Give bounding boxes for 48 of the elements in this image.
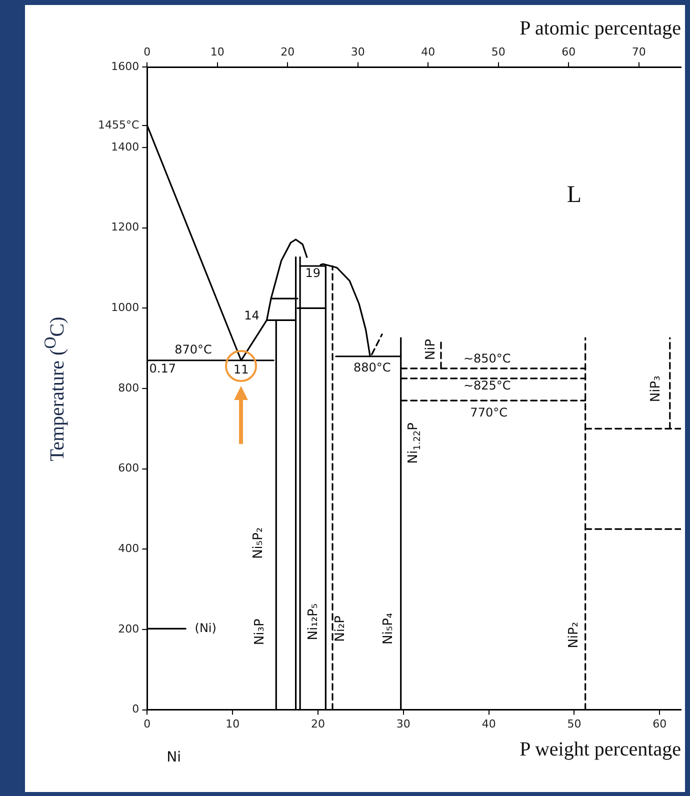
x2-tick-label: 50	[491, 45, 506, 58]
x-tick-label: 20	[311, 717, 325, 730]
annotation: 870°C	[174, 342, 212, 357]
x2-tick-label: 60	[562, 45, 576, 58]
x2-axis-title: P atomic percentage	[520, 17, 682, 40]
x-tick-label: 40	[482, 717, 496, 730]
y-tick-label: 600	[118, 462, 140, 475]
y-tick-label: 800	[118, 381, 140, 394]
y-tick-label: 0	[132, 702, 140, 716]
x-tick-label: 50	[567, 717, 582, 730]
annotation: Ni₁₂P₅	[306, 603, 322, 640]
annotation: ~825°C	[463, 378, 511, 393]
x2-tick-label: 10	[210, 45, 224, 58]
x-tick-label: 30	[396, 717, 410, 730]
annotation: ~850°C	[463, 352, 511, 366]
x2-tick-label: 70	[632, 45, 646, 58]
x-tick-label: 10	[226, 717, 240, 730]
x-axis-title: P weight percentage	[520, 738, 682, 760]
annotation: 11	[233, 362, 249, 377]
x2-tick-label: 30	[350, 45, 365, 58]
annotation: Ni1.22P	[406, 422, 424, 464]
annotation: 880°C	[353, 360, 391, 374]
y-tick-label: 400	[118, 542, 140, 556]
y-tick-label: 1455°C	[98, 118, 140, 132]
annotation: NiP	[423, 338, 438, 360]
annotation: L	[566, 182, 582, 208]
x-tick-label: 60	[652, 717, 667, 730]
annotation: NiP₃	[648, 376, 664, 402]
annotation: Ni₅P₄	[381, 612, 396, 644]
annotation: Ni₃P	[252, 618, 268, 646]
annotation: (Ni)	[194, 620, 216, 635]
annotation: 0.17	[149, 362, 176, 376]
y-tick-label: 1000	[111, 301, 140, 314]
y-tick-label: 1600	[111, 60, 140, 74]
y-tick-label: 1200	[111, 220, 140, 234]
y-tick-label: 1400	[111, 140, 140, 154]
text: Ni	[166, 749, 182, 766]
y-tick-label: 200	[118, 622, 140, 636]
annotation: NiP₂	[566, 622, 582, 648]
annotation: 14	[244, 308, 260, 322]
annotation: 19	[305, 266, 321, 280]
annotation: 770°C	[470, 406, 508, 420]
x-tick-label: 0	[144, 717, 151, 730]
annotation: Ni₅P₂	[251, 527, 266, 559]
annotation: Ni₂P	[332, 615, 348, 642]
x2-tick-label: 0	[144, 45, 151, 58]
x2-tick-label: 20	[280, 45, 295, 58]
x2-tick-label: 40	[421, 45, 436, 58]
